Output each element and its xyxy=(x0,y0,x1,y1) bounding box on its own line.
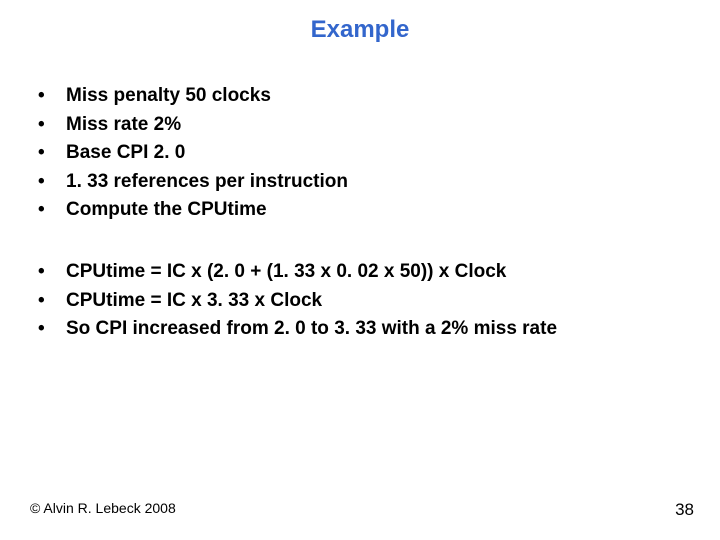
list-item: CPUtime = IC x 3. 33 x Clock xyxy=(36,287,557,316)
slide-title: Example xyxy=(0,0,720,44)
bullet-list-givens: Miss penalty 50 clocks Miss rate 2% Base… xyxy=(36,82,348,225)
footer-page-number: 38 xyxy=(675,500,694,520)
footer-copyright: © Alvin R. Lebeck 2008 xyxy=(30,500,176,516)
bullet-list-computation: CPUtime = IC x (2. 0 + (1. 33 x 0. 02 x … xyxy=(36,258,557,344)
list-item: So CPI increased from 2. 0 to 3. 33 with… xyxy=(36,315,557,344)
list-item: Miss rate 2% xyxy=(36,111,348,140)
bullet-block-computation: CPUtime = IC x (2. 0 + (1. 33 x 0. 02 x … xyxy=(36,258,557,344)
list-item: CPUtime = IC x (2. 0 + (1. 33 x 0. 02 x … xyxy=(36,258,557,287)
list-item: Miss penalty 50 clocks xyxy=(36,82,348,111)
bullet-block-givens: Miss penalty 50 clocks Miss rate 2% Base… xyxy=(36,82,348,225)
list-item: 1. 33 references per instruction xyxy=(36,168,348,197)
list-item: Base CPI 2. 0 xyxy=(36,139,348,168)
slide: Example Miss penalty 50 clocks Miss rate… xyxy=(0,0,720,540)
list-item: Compute the CPUtime xyxy=(36,196,348,225)
